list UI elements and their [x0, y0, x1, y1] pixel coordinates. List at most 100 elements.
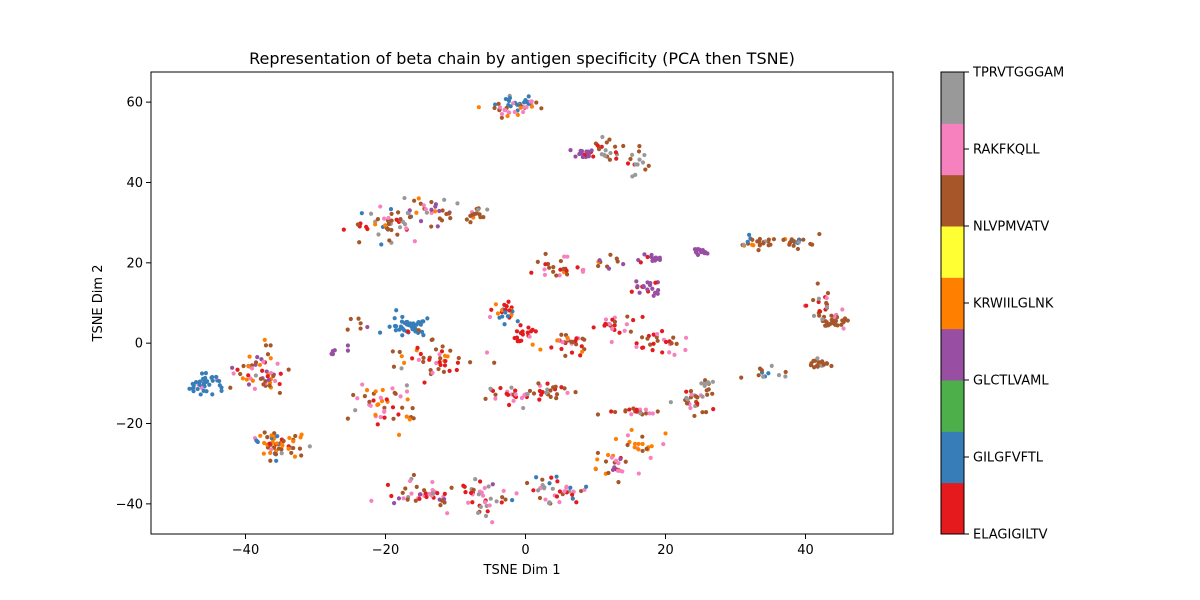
scatter-point — [421, 355, 426, 360]
scatter-point — [513, 392, 518, 397]
scatter-point — [578, 353, 583, 358]
scatter-point — [348, 316, 353, 322]
scatter-point — [524, 480, 530, 486]
scatter-point — [497, 105, 503, 110]
scatter-point — [195, 386, 200, 392]
scatter-point — [499, 111, 505, 117]
scatter-point — [266, 377, 271, 383]
scatter-point — [703, 381, 708, 386]
scatter-point — [540, 477, 545, 482]
scatter-point — [419, 329, 425, 334]
colorbar-segment — [941, 277, 964, 330]
scatter-point — [551, 269, 556, 274]
scatter-point — [464, 217, 469, 222]
scatter-point — [815, 363, 820, 368]
scatter-point — [692, 413, 697, 419]
scatter-point — [525, 392, 530, 397]
scatter-point — [373, 222, 378, 227]
scatter-point — [455, 201, 460, 206]
scatter-point — [595, 412, 601, 417]
scatter-point — [412, 239, 417, 244]
scatter-point — [231, 371, 236, 376]
scatter-point — [252, 386, 257, 391]
scatter-point — [228, 385, 233, 390]
scatter-point — [433, 347, 439, 352]
scatter-point — [193, 380, 199, 385]
scatter-point — [689, 392, 694, 397]
scatter-point — [634, 409, 639, 414]
scatter-point — [671, 335, 676, 340]
scatter-point — [555, 479, 560, 484]
scatter-point — [629, 289, 634, 294]
scatter-point — [625, 442, 630, 448]
scatter-point — [608, 252, 613, 257]
scatter-point — [421, 359, 426, 364]
scatter-point — [269, 447, 274, 452]
scatter-point — [638, 260, 643, 265]
scatter-point — [531, 488, 536, 493]
scatter-point — [414, 210, 419, 215]
scatter-point — [405, 329, 411, 334]
scatter-point — [534, 475, 539, 480]
scatter-point — [249, 366, 255, 371]
scatter-point — [271, 373, 276, 379]
scatter-point — [558, 258, 564, 264]
scatter-point — [402, 195, 407, 201]
scatter-point — [521, 405, 526, 411]
scatter-point — [640, 160, 646, 165]
scatter-point — [542, 272, 548, 278]
x-tick-label: 20 — [657, 543, 674, 558]
scatter-point — [525, 330, 530, 335]
scatter-point — [633, 172, 638, 177]
scatter-point — [699, 249, 704, 255]
scatter-point — [635, 284, 640, 289]
scatter-point — [383, 223, 388, 228]
scatter-point — [371, 398, 376, 403]
scatter-point — [483, 513, 489, 519]
scatter-point — [791, 243, 796, 248]
scatter-point — [394, 217, 399, 222]
scatter-point — [650, 286, 655, 291]
scatter-point — [648, 342, 653, 347]
scatter-point — [368, 211, 374, 216]
scatter-point — [579, 344, 584, 349]
scatter-point — [636, 441, 641, 447]
scatter-point — [257, 362, 263, 368]
scatter-point — [618, 456, 623, 462]
scatter-point — [402, 320, 407, 326]
scatter-point — [781, 237, 786, 242]
scatter-point — [700, 410, 705, 415]
scatter-point — [351, 392, 356, 398]
y-tick-label: −40 — [116, 497, 143, 512]
scatter-point — [565, 390, 570, 395]
scatter-point — [817, 231, 822, 237]
scatter-point — [520, 329, 525, 334]
scatter-point — [380, 387, 385, 393]
scatter-point — [281, 438, 286, 444]
scatter-point — [358, 321, 363, 326]
scatter-point — [640, 448, 645, 454]
scatter-point — [537, 388, 543, 394]
scatter-point — [750, 237, 755, 242]
scatter-point — [503, 108, 508, 113]
scatter-point — [432, 209, 438, 214]
scatter-point — [400, 333, 405, 338]
scatter-point — [468, 490, 474, 495]
scatter-point — [653, 280, 658, 285]
scatter-point — [529, 270, 534, 275]
scatter-point — [286, 446, 291, 451]
scatter-point — [382, 415, 387, 420]
scatter-point — [684, 389, 689, 394]
scatter-point — [437, 352, 442, 357]
scatter-point — [240, 376, 245, 381]
scatter-point — [422, 380, 427, 385]
scatter-point — [574, 336, 579, 341]
scatter-point — [436, 366, 441, 372]
scatter-point — [405, 497, 410, 502]
scatter-point — [400, 405, 405, 410]
scatter-point — [648, 455, 653, 460]
scatter-point — [832, 320, 837, 326]
scatter-point — [261, 359, 266, 365]
scatter-point — [840, 307, 845, 312]
scatter-point — [493, 102, 498, 107]
